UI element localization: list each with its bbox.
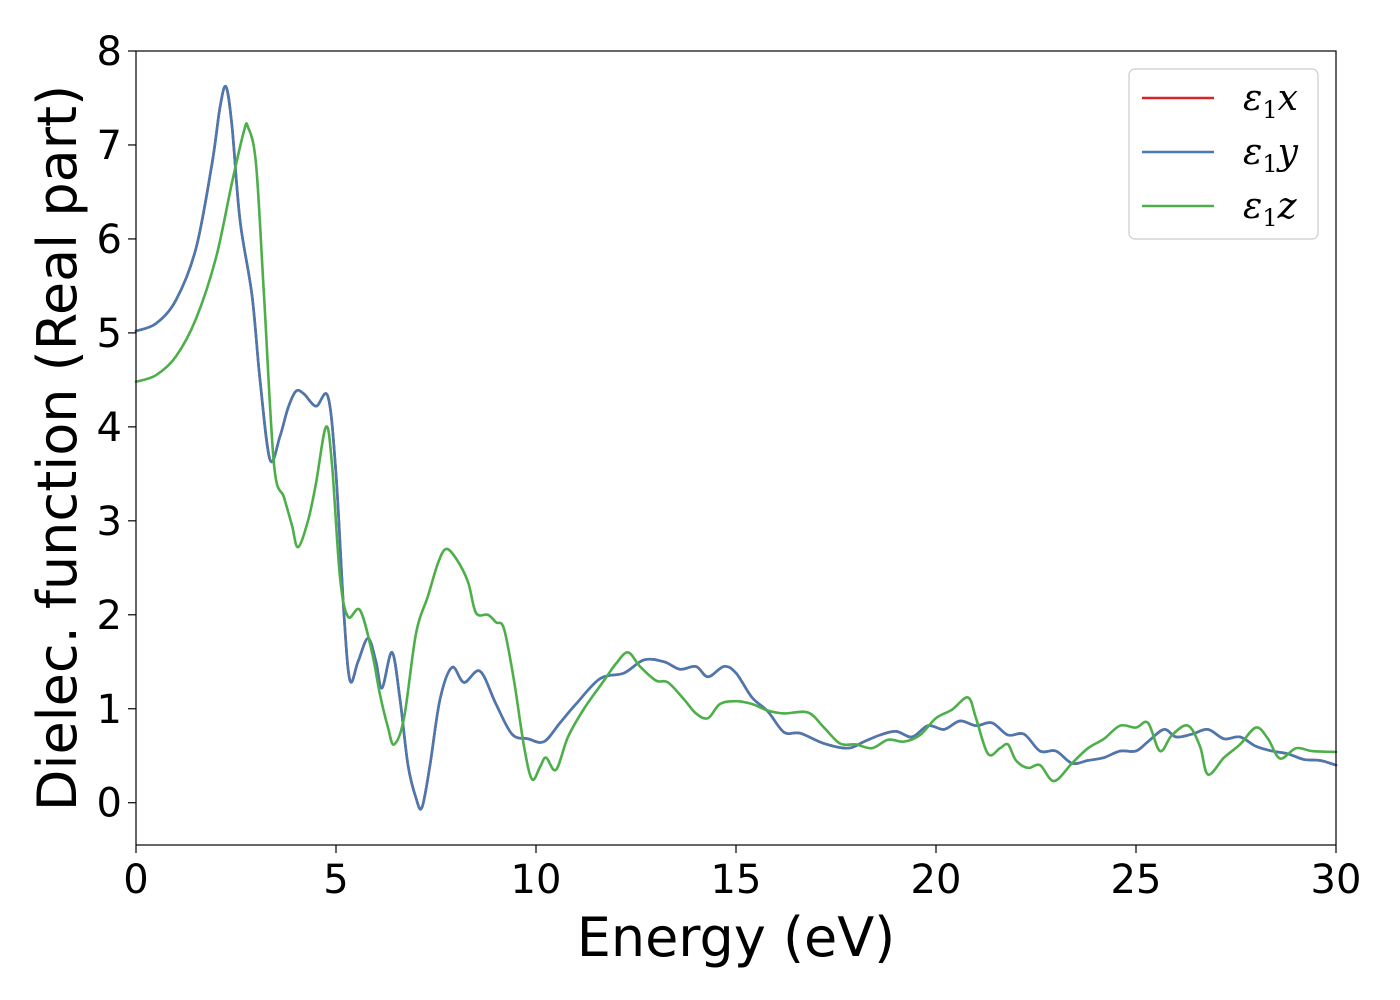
y-tick-label: 5 (97, 311, 122, 357)
series-line-2 (134, 84, 1338, 811)
legend-label-3: ε1z (1243, 186, 1298, 232)
y-tick-label: 0 (97, 781, 122, 827)
x-axis-title: Energy (eV) (577, 906, 896, 969)
y-tick-label: 3 (97, 499, 122, 545)
y-tick-label: 6 (97, 217, 122, 263)
legend: ε1x ε1y ε1z (1128, 68, 1319, 240)
x-tick-label: 25 (1111, 857, 1162, 903)
x-tick-label: 0 (123, 857, 148, 903)
y-tick-label: 4 (97, 405, 122, 451)
series-line-3 (134, 122, 1338, 783)
x-tick-label: 10 (511, 857, 562, 903)
x-tick-label: 30 (1311, 857, 1362, 903)
y-tick-label: 8 (97, 29, 122, 75)
legend-label-1: ε1x (1243, 78, 1298, 124)
legend-entries: ε1x ε1y ε1z (1142, 78, 1299, 232)
y-tick-label: 1 (97, 687, 122, 733)
x-tick-label: 5 (323, 857, 348, 903)
series-layer (134, 84, 1338, 811)
legend-box (1128, 68, 1319, 240)
y-axis-title: Dielec. function (Real part) (26, 85, 89, 811)
x-tick-label: 20 (911, 857, 962, 903)
y-axis: 0 1 2 3 4 5 6 7 8 (97, 29, 136, 827)
y-tick-label: 7 (97, 123, 122, 169)
x-tick-label: 15 (711, 857, 762, 903)
legend-label-2: ε1y (1243, 132, 1299, 178)
y-tick-label: 2 (97, 593, 122, 639)
x-axis: 0 5 10 15 20 25 30 (123, 845, 1361, 903)
